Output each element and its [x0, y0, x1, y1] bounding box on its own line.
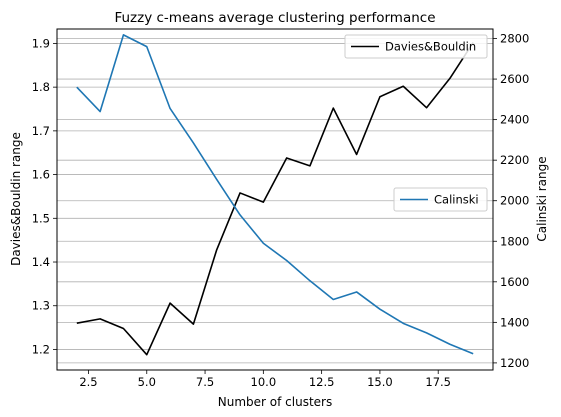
- right-y-tick-label-3: 1800: [500, 234, 529, 248]
- left-y-tick-label-6: 1.8: [32, 80, 50, 94]
- right-y-tick-label-7: 2600: [500, 72, 529, 86]
- x-tick-label-0: 2.5: [79, 375, 97, 389]
- right-y-tick-label-6: 2400: [500, 113, 529, 127]
- legend-label-calinski: Calinski: [434, 193, 479, 207]
- series-line-calinski: [76, 34, 474, 355]
- legend-box-calinski: [393, 187, 488, 212]
- ticks-layer: 2.5 5.0 7.5 10.0 12.5 15.0 17.5 1.2 1.3 1.4 1.5 1.6…: [32, 32, 530, 389]
- right-y-tick-label-8: 2800: [500, 32, 529, 46]
- x-tick-label-2: 7.5: [196, 375, 214, 389]
- x-tick-label-3: 10.0: [251, 375, 277, 389]
- right-y-tick-label-0: 1200: [500, 356, 529, 370]
- right-y-tick-label-2: 1600: [500, 275, 529, 289]
- x-axis-label: Number of clusters: [218, 395, 332, 409]
- grid-layer: [57, 38, 493, 364]
- x-tick-label-6: 17.5: [425, 375, 451, 389]
- plot-frame: [56, 28, 494, 371]
- x-tick-label-1: 5.0: [138, 375, 156, 389]
- legend-calinski: Calinski: [393, 187, 488, 212]
- legend-box-davies-bouldin: [344, 34, 488, 59]
- left-y-tick-label-0: 1.2: [32, 342, 50, 356]
- right-y-tick-label-5: 2200: [500, 153, 529, 167]
- left-y-tick-label-4: 1.6: [32, 168, 50, 182]
- left-y-tick-label-2: 1.4: [32, 255, 50, 269]
- right-y-tick-label-1: 1400: [500, 315, 529, 329]
- legend-label-davies-bouldin: Davies&Bouldin: [385, 40, 476, 54]
- left-y-tick-label-7: 1.9: [32, 36, 50, 50]
- legend-davies-bouldin: Davies&Bouldin: [344, 34, 488, 59]
- left-y-tick-label-3: 1.5: [32, 211, 50, 225]
- left-y-tick-label-5: 1.7: [32, 124, 50, 138]
- series-layer: [76, 34, 474, 356]
- chart-title: Fuzzy c-means average clustering perform…: [114, 10, 435, 26]
- x-tick-label-5: 15.0: [367, 375, 393, 389]
- series-line-davies-bouldin: [76, 42, 474, 356]
- right-y-tick-label-4: 2000: [500, 194, 529, 208]
- left-y-axis-label: Davies&Bouldin range: [9, 132, 23, 266]
- right-y-axis-label: Calinski range: [535, 156, 549, 241]
- left-y-tick-label-1: 1.3: [32, 299, 50, 313]
- x-tick-label-4: 12.5: [309, 375, 335, 389]
